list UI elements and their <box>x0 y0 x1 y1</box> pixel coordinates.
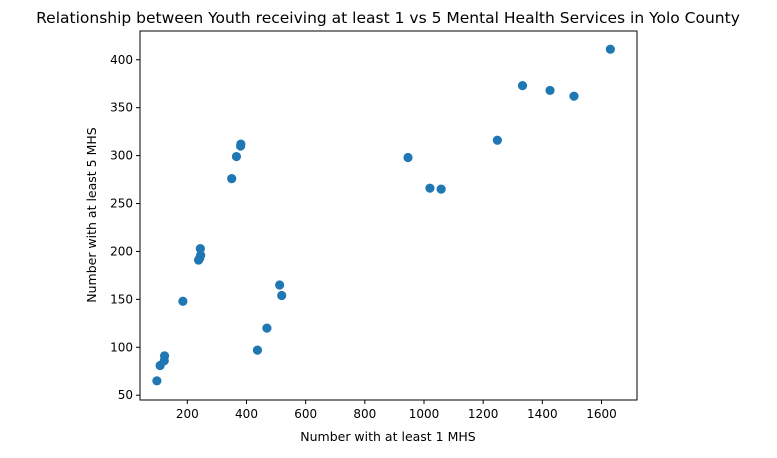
scatter-point-0 <box>152 376 162 386</box>
y-tick-label: 100 <box>110 340 133 354</box>
scatter-point-4 <box>178 296 188 306</box>
scatter-point-20 <box>492 135 502 145</box>
y-axis-label: Number with at least 5 MHS <box>84 127 99 303</box>
y-tick-label: 200 <box>110 244 133 258</box>
x-axis-ticks: 200 400 600 800 1000 1200 1400 1600 <box>176 400 617 421</box>
scatter-point-21 <box>517 81 528 91</box>
x-axis-label: Number with at least 1 MHS <box>300 429 476 444</box>
scatter-point-17 <box>403 152 413 163</box>
scatter-point-7 <box>196 250 206 260</box>
scatter-point-3 <box>159 351 170 361</box>
scatter-point-9 <box>227 174 237 184</box>
y-tick-label: 250 <box>110 197 133 211</box>
x-tick-label: 1200 <box>468 407 499 421</box>
x-tick-label: 400 <box>235 407 258 421</box>
y-axis-ticks: 50 100 150 200 250 300 350 400 <box>110 53 140 402</box>
scatter-point-24 <box>605 44 615 54</box>
x-tick-label: 1600 <box>586 407 617 421</box>
x-tick-label: 800 <box>353 407 376 421</box>
data-points <box>152 44 615 386</box>
x-tick-label: 1400 <box>527 407 558 421</box>
y-tick-label: 350 <box>110 101 133 115</box>
scatter-point-10 <box>231 151 242 162</box>
y-tick-label: 400 <box>110 53 133 67</box>
x-tick-label: 200 <box>176 407 199 421</box>
scatter-point-15 <box>275 280 285 290</box>
x-tick-label: 1000 <box>409 407 440 421</box>
x-tick-label: 600 <box>294 407 317 421</box>
y-tick-label: 50 <box>118 388 133 402</box>
scatter-point-16 <box>277 290 287 301</box>
scatter-point-22 <box>545 85 555 96</box>
scatter-point-23 <box>569 91 579 101</box>
plot-area-frame <box>139 30 638 401</box>
scatter-point-13 <box>252 345 263 355</box>
scatter-point-12 <box>236 139 246 149</box>
scatter-point-8 <box>195 243 205 254</box>
scatter-point-18 <box>425 183 435 193</box>
chart-title: Relationship between Youth receiving at … <box>36 9 740 27</box>
scatter-point-19 <box>436 184 446 194</box>
y-tick-label: 150 <box>110 292 133 306</box>
scatter-point-14 <box>262 323 272 333</box>
y-tick-label: 300 <box>110 149 133 163</box>
